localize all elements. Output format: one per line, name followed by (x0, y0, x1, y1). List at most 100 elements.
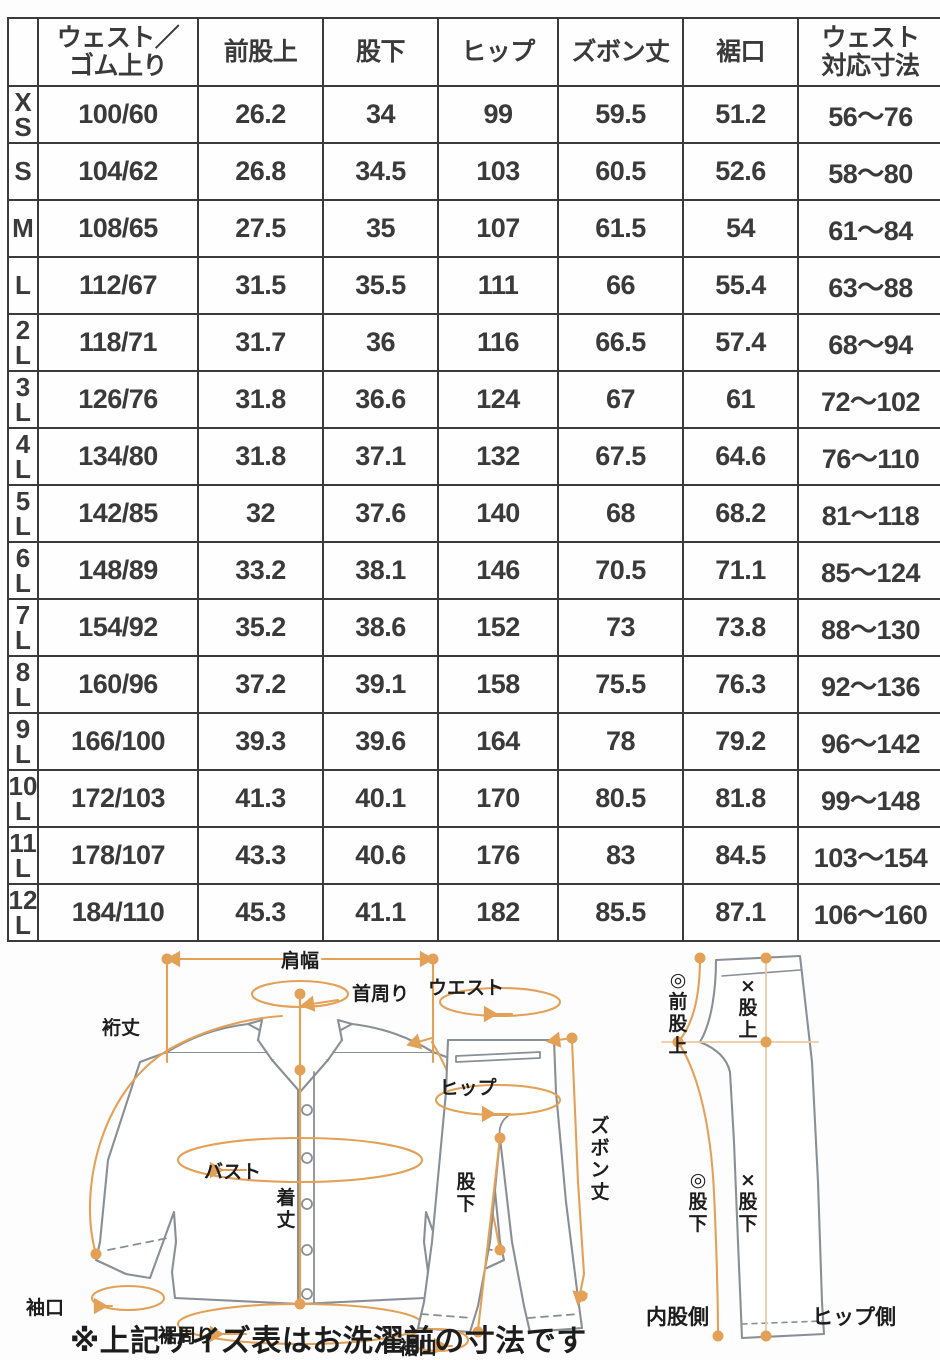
size-label-bottom: L (15, 510, 31, 541)
cell-pants-length: 60.5 (557, 142, 684, 201)
cell-waist-fit: 92〜136 (797, 655, 940, 714)
size-label-bottom: L (15, 681, 31, 712)
size-label-bottom: M (12, 213, 34, 244)
header-cell-hem-opening: 裾口 (682, 17, 799, 87)
cell-inseam: 36 (322, 313, 439, 372)
cell-front-rise: 39.3 (197, 712, 324, 771)
size-label-bottom: L (15, 270, 31, 301)
cell-hip: 176 (437, 826, 559, 885)
cell-hip: 124 (437, 370, 559, 429)
size-label-top: 8 (15, 656, 31, 687)
cell-pants-length: 80.5 (557, 769, 684, 828)
cell-front-rise: 35.2 (197, 598, 324, 657)
cell-waist-rubber: 134/80 (37, 427, 199, 486)
header-cell-waist-fit: ウェスト 対応寸法 (797, 17, 940, 87)
size-label-top: 12 (8, 884, 38, 915)
cell-inseam: 34.5 (322, 142, 439, 201)
cell-waist-fit: 81〜118 (797, 484, 940, 543)
cell-front-rise: 43.3 (197, 826, 324, 885)
header-label-waist-fit: ウェスト 対応寸法 (821, 24, 920, 80)
cell-waist-fit: 106〜160 (797, 883, 940, 942)
size-label-top: 9 (15, 713, 31, 744)
label-pants-inseam: 股下 (456, 1171, 475, 1215)
cell-inseam: 38.6 (322, 598, 439, 657)
cell-inseam: 40.6 (322, 826, 439, 885)
cell-hem-opening: 68.2 (682, 484, 799, 543)
cell-hem-opening: 61 (682, 370, 799, 429)
cell-hem-opening: 71.1 (682, 541, 799, 600)
cell-inseam: 40.1 (322, 769, 439, 828)
cell-waist-rubber: 108/65 (37, 199, 199, 258)
cell-front-rise: 32 (197, 484, 324, 543)
table-row: 3 L 126/76 31.8 36.6 124 67 61 72〜102 (7, 370, 940, 429)
size-label-top: 5 (15, 485, 31, 516)
cell-hip: 158 (437, 655, 559, 714)
cell-hem-opening: 84.5 (682, 826, 799, 885)
cell-hem-opening: 73.8 (682, 598, 799, 657)
size-label: 12 L (8, 884, 38, 937)
table-row: M 108/65 27.5 35 107 61.5 54 61〜84 (7, 199, 940, 258)
cell-pants-length: 66 (557, 256, 684, 315)
cell-waist-rubber: 184/110 (37, 883, 199, 942)
cell-size: L (7, 256, 39, 315)
label-pants-hip: ヒップ (439, 1076, 497, 1099)
cell-hip: 164 (437, 712, 559, 771)
cell-pants-length: 85.5 (557, 883, 684, 942)
cell-inseam: 39.6 (322, 712, 439, 771)
footnote-text: ※上記サイズ表はお洗濯前の寸法です (70, 1325, 587, 1358)
header-label-front-rise: 前股上 (223, 38, 298, 66)
table-row: 7 L 154/92 35.2 38.6 152 73 73.8 88〜130 (7, 598, 940, 657)
rise-detail-diagram: ◎前股上 ×股上 ◎股下 ×股下 内股側 ヒップ側 (646, 952, 896, 1342)
label-inseam-x: ×股下 (738, 1169, 757, 1235)
label-front-rise: ◎前股上 (668, 969, 687, 1057)
cell-inseam: 37.6 (322, 484, 439, 543)
header-label-pants-length: ズボン丈 (571, 38, 670, 66)
size-label-bottom: L (15, 795, 31, 826)
cell-inseam: 35 (322, 199, 439, 258)
cell-hem-opening: 76.3 (682, 655, 799, 714)
size-table-body: X S 100/60 26.2 34 99 59.5 51.2 56〜76 S 104/62 26.8… (7, 85, 940, 942)
table-row: 9 L 166/100 39.3 39.6 164 78 79.2 96〜142 (7, 712, 940, 771)
cell-inseam: 35.5 (322, 256, 439, 315)
cell-waist-rubber: 142/85 (37, 484, 199, 543)
size-label: M (9, 213, 37, 244)
label-bust: バスト (204, 1161, 261, 1183)
cell-hip: 116 (437, 313, 559, 372)
table-row: 6 L 148/89 33.2 38.1 146 70.5 71.1 85〜124 (7, 541, 940, 600)
cell-pants-length: 75.5 (557, 655, 684, 714)
cell-inseam: 37.1 (322, 427, 439, 486)
cell-hem-opening: 55.4 (682, 256, 799, 315)
cell-size: S (7, 142, 39, 201)
cell-front-rise: 27.5 (197, 199, 324, 258)
cell-hem-opening: 51.2 (682, 85, 799, 144)
cell-hip: 103 (437, 142, 559, 201)
pants-measurement-diagram: ウエスト ヒップ ズボン丈 股下 裾口 (399, 977, 610, 1359)
cell-pants-length: 70.5 (557, 541, 684, 600)
header-cell-hip: ヒップ (437, 17, 559, 87)
cell-front-rise: 26.2 (197, 85, 324, 144)
size-label-top: 7 (15, 599, 31, 630)
cell-size: M (7, 199, 39, 258)
cell-hip: 152 (437, 598, 559, 657)
cell-hip: 182 (437, 883, 559, 942)
cell-hem-opening: 79.2 (682, 712, 799, 771)
size-label-bottom: L (15, 567, 31, 598)
size-label-top: 11 (9, 827, 37, 858)
measurement-diagrams: 肩幅 首周り 裄丈 袖丈 バスト 着丈 袖口 裾周り (0, 942, 940, 1360)
cell-hem-opening: 64.6 (682, 427, 799, 486)
cell-waist-rubber: 148/89 (37, 541, 199, 600)
cell-front-rise: 31.8 (197, 427, 324, 486)
cell-inseam: 38.1 (322, 541, 439, 600)
